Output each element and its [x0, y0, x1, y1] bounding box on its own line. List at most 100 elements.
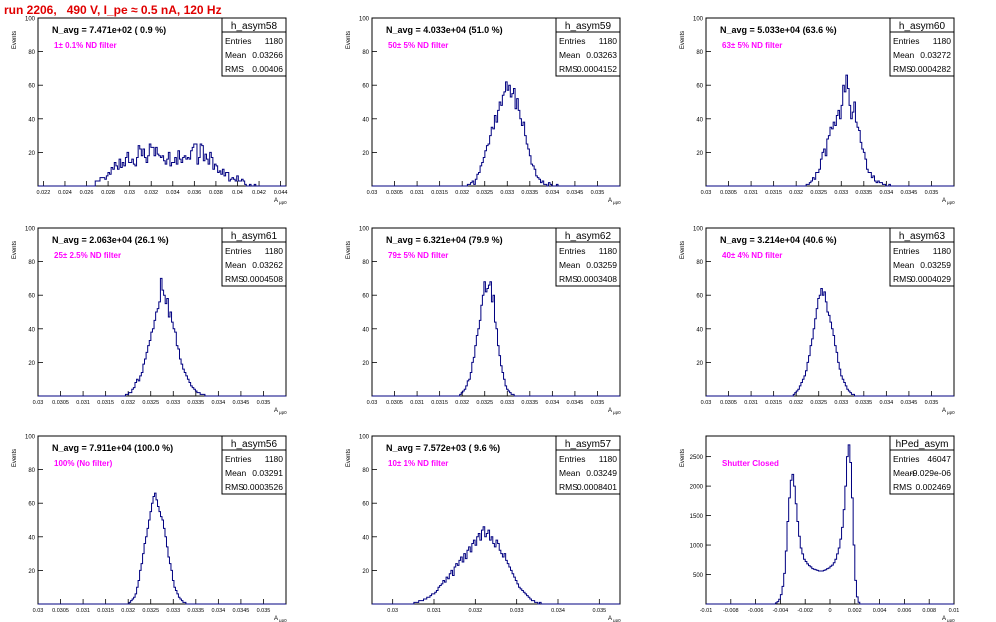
- y-tick-label: 80: [362, 468, 369, 474]
- stats-label: Mean: [559, 260, 581, 270]
- stats-label: Entries: [559, 454, 585, 464]
- x-tick-label: 0.0315: [431, 400, 448, 406]
- stats-title: h_asym62: [565, 231, 612, 242]
- stats-label: Entries: [559, 246, 585, 256]
- panel-h_asym59: 20 40 60 80 100 0.03 0.0305 0.031 0.0315 0.032 0.0…: [346, 17, 621, 206]
- x-tick-label: 0.0335: [521, 190, 538, 196]
- x-tick-label: 0.0325: [476, 190, 493, 196]
- x-tick-label: 0.035: [591, 400, 605, 406]
- stats-label: RMS: [893, 64, 912, 74]
- stats-value: 1180: [599, 36, 618, 46]
- x-tick-label: 0.0305: [52, 400, 69, 406]
- stats-label: RMS: [559, 482, 578, 492]
- x-tick-label: 0.024: [58, 190, 72, 196]
- stats-value: 0.0003526: [243, 482, 283, 492]
- x-tick-label: 0.0345: [566, 400, 583, 406]
- x-tick-label: 0.0305: [386, 400, 403, 406]
- y-tick-label: 40: [696, 327, 703, 333]
- y-tick-label: 1500: [690, 514, 704, 520]
- filter-note: 40± 4% ND filter: [722, 251, 782, 260]
- plot-frame: [37, 435, 287, 605]
- y-tick-label: 60: [696, 84, 703, 90]
- stats-value: 1180: [599, 454, 618, 464]
- navg-label: N_avg = 7.572e+03 ( 9.6 %): [386, 443, 500, 453]
- x-tick-label: 0.032: [121, 608, 135, 614]
- x-tick-label: 0.0325: [142, 608, 159, 614]
- stats-value: -9.029e-06: [910, 468, 951, 478]
- x-tick-label: 0.033: [166, 608, 180, 614]
- y-axis-label: Events: [680, 31, 686, 49]
- y-tick-label: 20: [28, 361, 35, 367]
- x-tick-label: 0.034: [551, 608, 565, 614]
- x-tick-label: 0.033: [500, 400, 514, 406]
- y-axis-label: Events: [346, 241, 352, 259]
- filter-note: 50± 5% ND filter: [388, 41, 448, 50]
- stats-box: [555, 227, 621, 287]
- x-tick-label: 0.035: [592, 608, 606, 614]
- y-tick-label: 20: [28, 569, 35, 575]
- x-axis-label-sub: μp0: [947, 410, 955, 415]
- x-tick-label: 0.028: [101, 190, 115, 196]
- x-tick-label: 0.032: [468, 608, 482, 614]
- x-tick-label: 0.034: [211, 608, 225, 614]
- x-tick-label: 0.0305: [52, 608, 69, 614]
- x-tick-label: 0.0305: [386, 190, 403, 196]
- x-axis-label-sub: μp0: [947, 618, 955, 622]
- stats-value: 0.0004282: [911, 64, 951, 74]
- x-tick-label: 0.035: [591, 190, 605, 196]
- navg-label: N_avg = 5.033e+04 (63.6 %): [720, 25, 837, 35]
- x-tick-label: 0.0335: [855, 400, 872, 406]
- x-axis-label: A: [274, 616, 278, 622]
- x-tick-label: 0.034: [879, 400, 893, 406]
- y-tick-label: 40: [28, 117, 35, 123]
- y-tick-label: 60: [362, 294, 369, 300]
- stats-value: 0.03262: [252, 260, 283, 270]
- x-axis-label: A: [942, 198, 946, 204]
- y-tick-label: 20: [28, 151, 35, 157]
- x-tick-label: 0.034: [211, 400, 225, 406]
- y-tick-label: 20: [362, 361, 369, 367]
- x-tick-label: 0.0335: [521, 400, 538, 406]
- stats-value: 0.03259: [586, 260, 617, 270]
- panel-h_asym62: 20 40 60 80 100 0.03 0.0305 0.031 0.0315 0.032 0.0…: [346, 227, 621, 416]
- stats-label: Mean: [893, 260, 915, 270]
- y-axis-label: Events: [12, 449, 18, 467]
- histogram-line: [372, 281, 620, 397]
- stats-title: h_asym59: [565, 21, 612, 32]
- y-tick-label: 2000: [690, 485, 704, 491]
- x-tick-label: 0.031: [744, 400, 758, 406]
- stats-label: Mean: [225, 468, 247, 478]
- x-tick-label: 0.03: [367, 400, 378, 406]
- x-tick-label: 0.031: [76, 608, 90, 614]
- stats-value: 0.03291: [252, 468, 283, 478]
- navg-label: N_avg = 7.911e+04 (100.0 %): [52, 443, 173, 453]
- x-tick-label: -0.002: [797, 608, 813, 614]
- y-tick-label: 20: [696, 151, 703, 157]
- x-tick-label: 0.044: [274, 190, 288, 196]
- stats-value: 0.0004508: [243, 274, 283, 284]
- stats-label: RMS: [893, 274, 912, 284]
- stats-value: 0.03272: [920, 50, 951, 60]
- x-axis-label-sub: μp0: [613, 200, 621, 205]
- filter-note: 10± 1% ND filter: [388, 459, 448, 468]
- x-tick-label: 0.0325: [810, 190, 827, 196]
- y-axis-label: Events: [346, 449, 352, 467]
- filter-note: 100% (No filter): [54, 459, 113, 468]
- stats-box: [889, 435, 955, 495]
- x-tick-label: 0.036: [187, 190, 201, 196]
- y-tick-label: 80: [28, 50, 35, 56]
- panel-h_asym56: 20 40 60 80 100 0.03 0.0305 0.031 0.0315 0.032 0.0…: [12, 435, 287, 622]
- stats-title: h_asym60: [899, 21, 946, 32]
- y-tick-label: 40: [696, 117, 703, 123]
- stats-label: RMS: [225, 64, 244, 74]
- x-tick-label: 0.031: [76, 400, 90, 406]
- stats-label: Entries: [225, 246, 251, 256]
- x-axis-label: A: [608, 198, 612, 204]
- stats-label: RMS: [225, 482, 244, 492]
- x-tick-label: 0.033: [166, 400, 180, 406]
- stats-label: RMS: [225, 274, 244, 284]
- x-tick-label: 0.0345: [566, 190, 583, 196]
- y-axis-label: Events: [346, 31, 352, 49]
- stats-box: [889, 17, 955, 77]
- y-tick-label: 40: [28, 535, 35, 541]
